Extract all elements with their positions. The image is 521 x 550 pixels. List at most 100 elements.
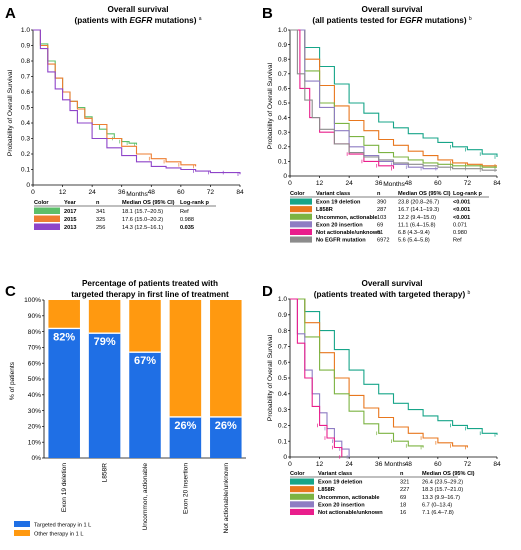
panel-label-c: C: [5, 283, 16, 300]
x-tick-label: 12: [316, 180, 324, 187]
table-color-swatch: [34, 207, 60, 214]
y-tick-label: 0.7: [278, 71, 287, 78]
bar-other-l858r: [88, 300, 121, 334]
table-cell: Exon 19 deletion: [316, 200, 361, 206]
panel-d-ylabel: Probability of Overall Survival: [267, 334, 274, 421]
y-tick-label: 1.0: [278, 296, 287, 303]
panel-a-title-line2: (patients with EGFR mutations) a: [75, 16, 202, 25]
bar-data-label: 26%: [215, 420, 237, 432]
y-tick-label: 50%: [28, 376, 41, 383]
panel-c-ylabel: % of patients: [9, 361, 16, 400]
table-cell: L858R: [316, 207, 333, 213]
table-color-swatch: [290, 221, 312, 228]
table-header: Color: [34, 200, 49, 206]
x-tick-label: 60: [177, 189, 185, 196]
y-tick-label: 90%: [28, 313, 41, 320]
x-tick-label: 84: [236, 189, 244, 196]
bar-targeted-exon-19-deletion: [48, 328, 80, 458]
table-cell: 6.8 (4.3–9.4): [398, 230, 430, 236]
series-line-exon-19-deletion: [290, 298, 498, 435]
bar-data-label: 26%: [174, 420, 196, 432]
x-tick-label: 36: [118, 189, 126, 196]
panel-a-table: Color Year n Median OS (95% CI) Log-rank p 20…: [34, 200, 216, 231]
table-cell: 5.6 (5.4–5.8): [398, 238, 430, 244]
table-header: Median OS (95% CI): [398, 191, 451, 197]
panel-d-curves: [290, 298, 498, 459]
table-header: Year: [64, 200, 77, 206]
legend-label-other: Other therapy in 1 L: [34, 532, 83, 538]
table-cell: Exon 19 deletion: [318, 480, 363, 486]
y-tick-label: 10%: [28, 439, 41, 446]
y-tick-label: 0.7: [278, 344, 287, 351]
x-category-label: Exon 20 insertion: [182, 463, 189, 514]
series-line-l858r: [290, 29, 497, 167]
table-cell: Uncommon, actionable: [316, 215, 378, 221]
y-tick-label: 0.9: [21, 43, 30, 50]
y-tick-label: 0.9: [278, 42, 287, 49]
table-color-swatch: [290, 236, 312, 243]
table-header: n: [377, 191, 381, 197]
table-cell: Not actionable/unknown: [316, 230, 381, 236]
y-tick-label: 0.1: [278, 438, 287, 445]
table-cell: 0.035: [180, 225, 194, 231]
table-color-swatch: [290, 478, 314, 485]
table-cell: 61: [377, 230, 383, 236]
table-header: Log-rank p: [180, 200, 209, 206]
panel-c-axes: 0% 10% 20% 30% 40% 50% 60% 70% 80% 90% 100% Exon 19…: [24, 297, 246, 533]
panel-label-b: B: [262, 5, 273, 22]
y-tick-label: 1.0: [21, 27, 30, 34]
bar-other-exon-20-insertion: [169, 300, 202, 417]
panel-c-bars: 82% 79% 67% 26% 26%: [48, 300, 242, 458]
y-tick-label: 20%: [28, 424, 41, 431]
x-tick-label: 48: [405, 180, 413, 187]
y-tick-label: 0.3: [278, 129, 287, 136]
table-cell: 321: [400, 480, 409, 486]
table-cell: <0.001: [453, 200, 470, 206]
table-header: Median OS (95% CI): [122, 200, 175, 206]
table-cell: Ref: [180, 209, 189, 215]
table-color-swatch: [34, 223, 60, 230]
table-color-swatch: [290, 206, 312, 213]
table-cell: 17.6 (15.0–20.2): [122, 217, 163, 223]
bar-other-exon-19-deletion: [48, 300, 80, 329]
table-color-swatch: [290, 228, 312, 235]
series-line-not-actionable-unknown: [290, 29, 395, 169]
table-cell: No EGFR mutation: [316, 238, 366, 244]
y-tick-label: 0: [26, 182, 30, 189]
table-cell: 6.7 (0–13.4): [422, 502, 452, 508]
table-cell: 390: [377, 200, 386, 206]
y-tick-label: 0.2: [278, 423, 287, 430]
x-tick-label: 0: [288, 461, 292, 468]
panel-c-legend: Targeted therapy in 1 L Other therapy in…: [14, 521, 91, 538]
y-tick-label: 0.6: [278, 359, 287, 366]
x-tick-label: 24: [345, 461, 353, 468]
y-tick-label: 0.1: [278, 159, 287, 166]
legend-swatch-other: [14, 530, 30, 536]
x-category-label: L858R: [102, 463, 109, 483]
table-header: Color: [290, 471, 305, 477]
y-tick-label: 1.0: [278, 27, 287, 34]
bar-targeted-l858r: [88, 333, 121, 458]
table-cell: L858R: [318, 487, 335, 493]
table-cell: Exon 20 insertion: [316, 222, 363, 228]
panel-c-title-line1: Percentage of patients treated with: [82, 279, 218, 288]
panel-label-d: D: [262, 283, 273, 300]
table-color-swatch: [290, 493, 314, 500]
series-line-exon-19-deletion: [290, 29, 498, 157]
y-tick-label: 0.9: [278, 312, 287, 319]
table-header: Median OS (95% CI): [422, 471, 475, 477]
y-tick-label: 100%: [24, 297, 41, 304]
panel-c-title-line2: targeted therapy in first line of treatm…: [71, 290, 229, 299]
table-cell: 18.1 (15.7–20.5): [122, 209, 163, 215]
table-color-swatch: [290, 198, 312, 205]
table-cell: 6972: [377, 238, 389, 244]
series-line-not-actionable-unknown: [290, 298, 343, 457]
table-color-swatch: [290, 486, 314, 493]
table-cell: 18.3 (15.7–21.0): [422, 487, 463, 493]
table-cell: 13.3 (9.9–16.7): [422, 495, 460, 501]
bar-data-label: 67%: [134, 355, 156, 367]
panel-b-xlabel: Months: [383, 181, 405, 188]
bar-targeted-not-actionable-unknown: [210, 416, 242, 458]
table-header: n: [400, 471, 404, 477]
series-line-exon-20-insertion: [290, 29, 438, 170]
